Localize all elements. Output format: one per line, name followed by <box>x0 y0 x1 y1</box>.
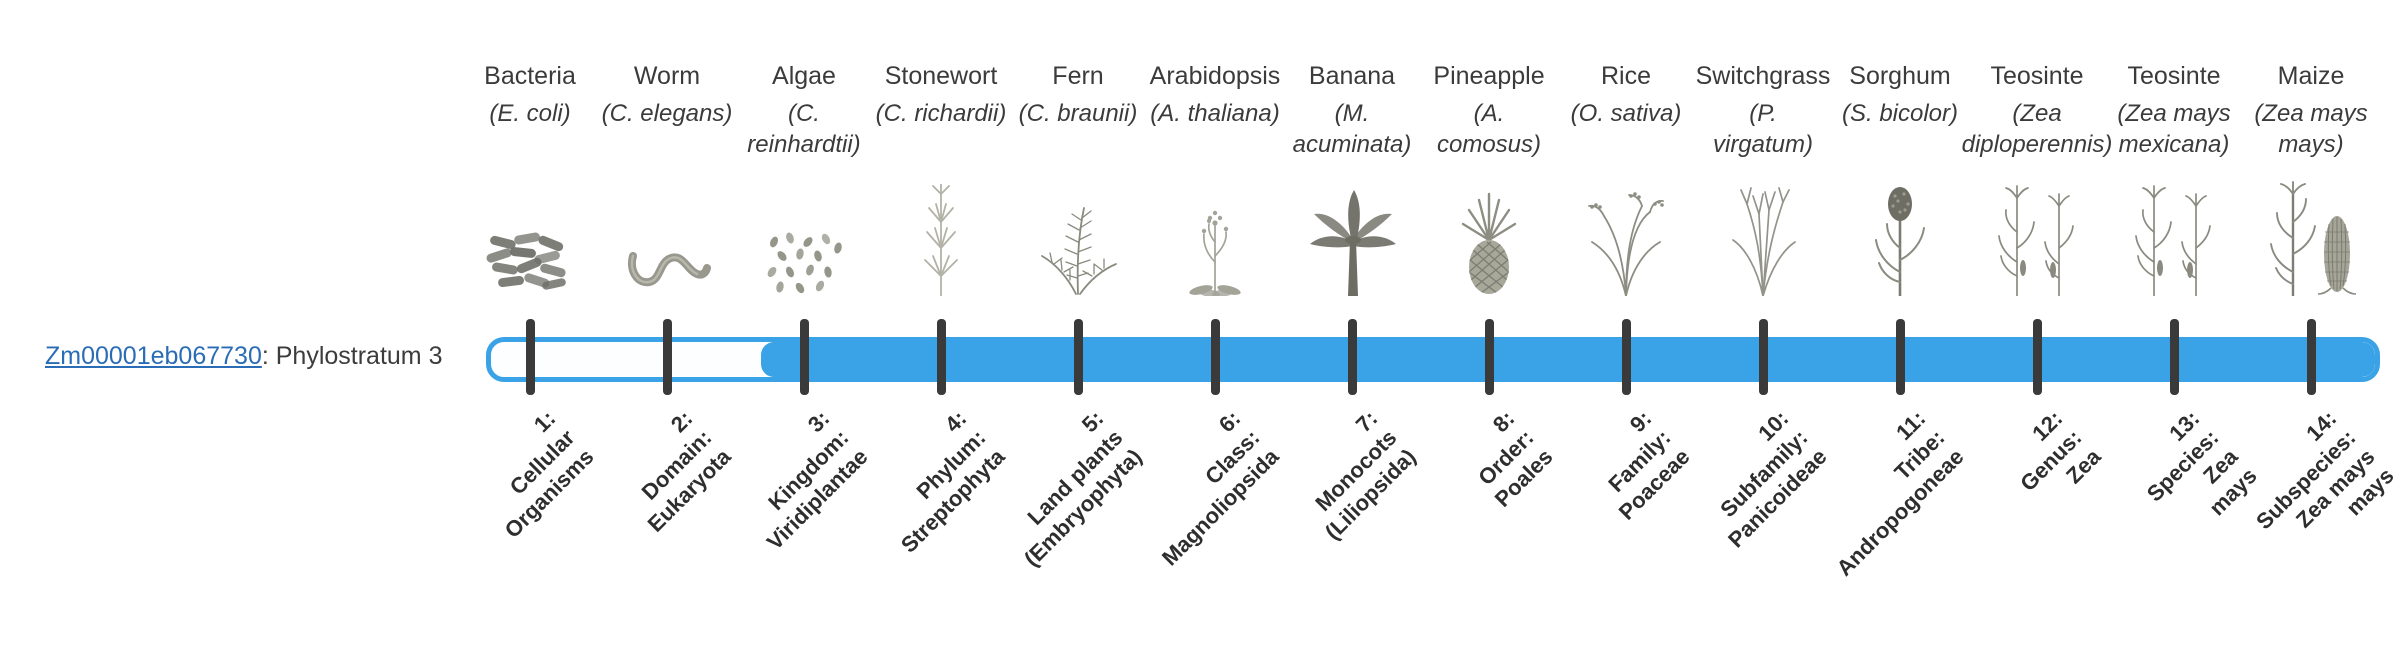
organism-column-7: Banana (M. acuminata) <box>1256 60 1448 296</box>
organism-column-4: Stonewort (C. richardii) <box>845 60 1037 296</box>
organism-scientific-name: (S. bicolor) <box>1841 100 1959 127</box>
phylostratum-tick-5 <box>1073 319 1083 395</box>
phylostratum-tick-8 <box>1484 319 1494 395</box>
organism-scientific-name: (O. sativa) <box>1570 100 1682 127</box>
organism-column-14: Maize (Zea mays mays) <box>2215 60 2400 296</box>
organism-common-name: Worm <box>633 62 701 90</box>
organism-common-name: Stonewort <box>884 62 998 90</box>
organism-column-5: Fern (C. braunii) <box>982 60 1174 296</box>
switchgrass-icon <box>1723 168 1803 296</box>
organism-scientific-name: (E. coli) <box>489 100 571 127</box>
phylostratum-tick-14 <box>2306 319 2316 395</box>
phylostratum-tick-9 <box>1621 319 1631 395</box>
organism-common-name: Switchgrass <box>1695 62 1831 90</box>
organism-scientific-name: (C. braunii) <box>1018 100 1138 127</box>
phylostratum-tick-12 <box>2032 319 2042 395</box>
organism-column-9: Rice (O. sativa) <box>1530 60 1722 296</box>
banana-palm-icon <box>1304 168 1400 296</box>
organism-scientific-name: (M. acuminata) <box>1292 100 1412 158</box>
rice-icon <box>1584 168 1668 296</box>
phylostratum-tick-7 <box>1347 319 1357 395</box>
stonewort-icon <box>909 168 973 296</box>
pineapple-icon <box>1456 168 1522 296</box>
organism-scientific-name: (C. richardii) <box>875 100 1007 127</box>
organism-common-name: Teosinte <box>1990 62 2084 90</box>
worm-icon <box>623 168 711 296</box>
gene-label: Zm00001eb067730: Phylostratum 3 <box>45 341 443 371</box>
phylostratum-tick-13 <box>2169 319 2179 395</box>
organism-common-name: Fern <box>1052 62 1104 90</box>
organism-common-name: Teosinte <box>2127 62 2221 90</box>
phylostratum-tick-11 <box>1895 319 1905 395</box>
arabidopsis-icon <box>1179 168 1251 296</box>
organism-column-1: Bacteria (E. coli) <box>434 60 626 296</box>
organism-scientific-name: (A. comosus) <box>1436 100 1542 158</box>
organism-scientific-name: (C. elegans) <box>601 100 733 127</box>
fern-icon <box>1032 168 1124 296</box>
phylostratum-bar <box>486 337 2380 382</box>
organism-common-name: Rice <box>1600 62 1651 90</box>
teosinte-icon <box>2126 168 2222 296</box>
phylostratum-bar-fill <box>761 342 2375 377</box>
phylostratum-tick-2 <box>662 319 672 395</box>
organism-column-6: Arabidopsis (A. thaliana) <box>1119 60 1311 296</box>
organism-scientific-name: (P. virgatum) <box>1712 100 1814 158</box>
algae-icon <box>764 168 844 296</box>
organism-common-name: Pineapple <box>1433 62 1545 90</box>
teosinte-icon <box>1989 168 2085 296</box>
organism-scientific-name: (A. thaliana) <box>1150 100 1280 127</box>
organism-scientific-name: (Zea mays mexicana) <box>2117 100 2231 158</box>
phylostratum-tick-1 <box>525 319 535 395</box>
sorghum-icon <box>1864 168 1936 296</box>
organism-scientific-name: (C. reinhardtii) <box>747 100 861 158</box>
organism-common-name: Banana <box>1308 62 1396 90</box>
organism-column-2: Worm (C. elegans) <box>571 60 763 296</box>
organism-common-name: Maize <box>2277 62 2345 90</box>
organism-common-name: Bacteria <box>484 62 576 90</box>
organism-scientific-name: (Zea mays mays) <box>2254 100 2368 158</box>
gene-id-link[interactable]: Zm00001eb067730 <box>45 342 262 370</box>
organism-column-3: Algae (C. reinhardtii) <box>708 60 900 296</box>
bacteria-icon <box>486 168 574 296</box>
organism-scientific-name: (Zea diploperennis) <box>1961 100 2113 158</box>
phylostratigraphy-diagram: Zm00001eb067730: Phylostratum 3 Bacteria… <box>45 60 2400 581</box>
organism-common-name: Algae <box>772 62 836 90</box>
phylostratum-tick-10 <box>1758 319 1768 395</box>
organism-column-12: Teosinte (Zea diploperennis) <box>1941 60 2133 296</box>
maize-icon <box>2263 168 2359 296</box>
organism-common-name: Arabidopsis <box>1149 62 1281 90</box>
organism-column-13: Teosinte (Zea mays mexicana) <box>2078 60 2270 296</box>
organism-column-8: Pineapple (A. comosus) <box>1393 60 1585 296</box>
organism-column-11: Sorghum (S. bicolor) <box>1804 60 1996 296</box>
phylostratum-tick-6 <box>1210 319 1220 395</box>
organism-common-name: Sorghum <box>1849 62 1951 90</box>
organism-column-10: Switchgrass (P. virgatum) <box>1667 60 1859 296</box>
gene-phylostratum-text: : Phylostratum 3 <box>261 342 443 370</box>
phylostratum-tick-3 <box>799 319 809 395</box>
phylostratum-tick-4 <box>936 319 946 395</box>
